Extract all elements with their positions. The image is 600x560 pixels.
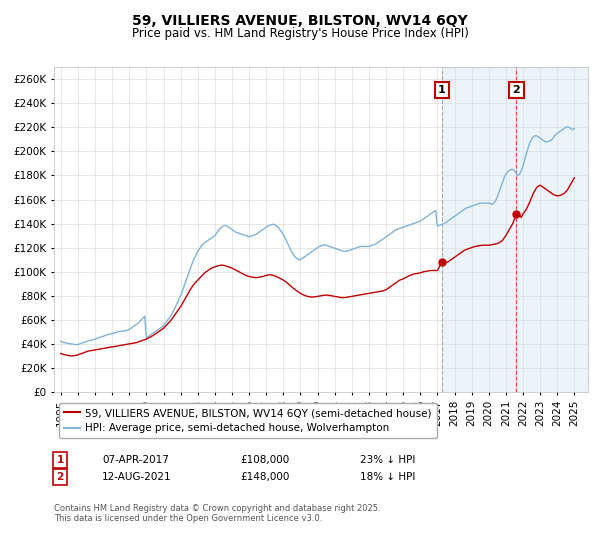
Text: 1: 1 — [438, 85, 446, 95]
Text: 2: 2 — [56, 472, 64, 482]
Text: 2: 2 — [512, 85, 520, 95]
Text: 07-APR-2017: 07-APR-2017 — [102, 455, 169, 465]
Text: 18% ↓ HPI: 18% ↓ HPI — [360, 472, 415, 482]
Text: 59, VILLIERS AVENUE, BILSTON, WV14 6QY: 59, VILLIERS AVENUE, BILSTON, WV14 6QY — [132, 14, 468, 28]
Text: Contains HM Land Registry data © Crown copyright and database right 2025.
This d: Contains HM Land Registry data © Crown c… — [54, 504, 380, 524]
Text: £108,000: £108,000 — [240, 455, 289, 465]
Text: 12-AUG-2021: 12-AUG-2021 — [102, 472, 172, 482]
Legend: 59, VILLIERS AVENUE, BILSTON, WV14 6QY (semi-detached house), HPI: Average price: 59, VILLIERS AVENUE, BILSTON, WV14 6QY (… — [59, 403, 437, 438]
Text: 23% ↓ HPI: 23% ↓ HPI — [360, 455, 415, 465]
Text: Price paid vs. HM Land Registry's House Price Index (HPI): Price paid vs. HM Land Registry's House … — [131, 27, 469, 40]
Bar — [442, 67, 517, 392]
Bar — [517, 67, 588, 392]
Text: 1: 1 — [56, 455, 64, 465]
Text: £148,000: £148,000 — [240, 472, 289, 482]
